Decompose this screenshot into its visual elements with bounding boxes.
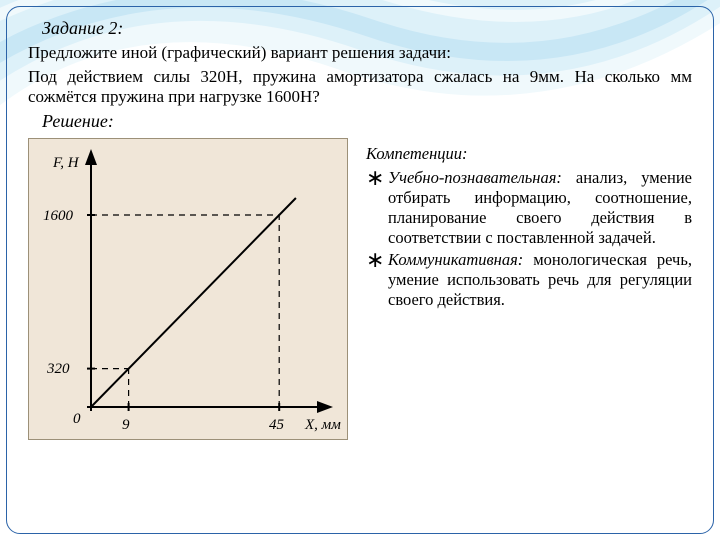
lower-row: F, Н Х, мм 0 320 1600 9 45 Компетенции: … bbox=[28, 138, 692, 440]
competency-2-lead: Коммуникативная: bbox=[388, 250, 523, 269]
competency-1-lead: Учебно-познавательная: bbox=[388, 168, 562, 187]
bullet-icon: ∗ bbox=[366, 168, 388, 248]
y-tick-320: 320 bbox=[46, 361, 70, 377]
y-tick-1600: 1600 bbox=[43, 208, 74, 224]
competency-text-1: Учебно-познавательная: анализ, умение от… bbox=[388, 168, 692, 248]
y-axis-label: F, Н bbox=[52, 155, 80, 171]
x-tick-9: 9 bbox=[122, 417, 130, 433]
x-tick-45: 45 bbox=[269, 417, 285, 433]
competencies-heading: Компетенции: bbox=[366, 144, 692, 164]
solution-label: Решение: bbox=[42, 111, 692, 132]
competency-text-2: Коммуникативная: монологическая речь, ум… bbox=[388, 250, 692, 310]
task-title: Задание 2: bbox=[42, 18, 692, 39]
bullet-icon: ∗ bbox=[366, 250, 388, 310]
problem-statement: Под действием силы 320Н, пружина амортиз… bbox=[28, 67, 692, 107]
x-axis-label: Х, мм bbox=[304, 417, 341, 433]
origin-label: 0 bbox=[73, 411, 81, 427]
task-prompt: Предложите иной (графический) вариант ре… bbox=[28, 43, 692, 63]
content-area: Задание 2: Предложите иной (графический)… bbox=[0, 0, 720, 540]
competency-item-1: ∗ Учебно-познавательная: анализ, умение … bbox=[366, 168, 692, 248]
competency-item-2: ∗ Коммуникативная: монологическая речь, … bbox=[366, 250, 692, 310]
competencies-block: Компетенции: ∗ Учебно-познавательная: ан… bbox=[366, 138, 692, 440]
force-displacement-chart: F, Н Х, мм 0 320 1600 9 45 bbox=[28, 138, 348, 440]
